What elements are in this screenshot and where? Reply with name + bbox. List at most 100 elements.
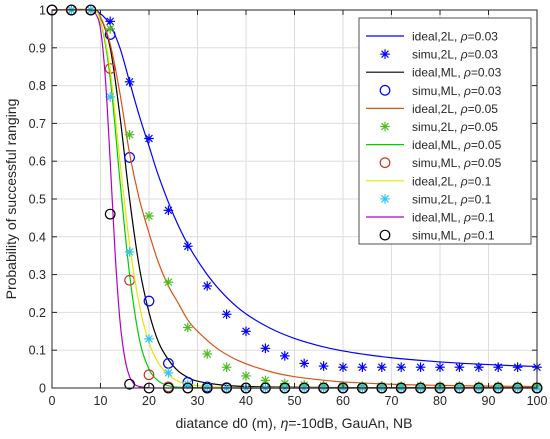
- y-tick-label: 0.5: [29, 193, 46, 207]
- legend-label: ideal,ML, ρ=0.03: [412, 66, 502, 80]
- legend-rho-equals: =: [471, 84, 478, 98]
- legend-label-text: ideal,ML,: [412, 211, 464, 225]
- legend-marker-swatch: [380, 121, 390, 132]
- x-tick-label: 10: [94, 394, 108, 408]
- data-point: [124, 378, 136, 390]
- legend-rho-value: 0.05: [475, 120, 499, 134]
- x-tick-label: 80: [433, 394, 447, 408]
- data-point: [124, 77, 135, 87]
- data-point: [202, 349, 212, 359]
- legend-item: simu,ML, ρ=0.03: [379, 84, 502, 98]
- legend-label-text: ideal,2L,: [412, 30, 461, 44]
- data-point: [144, 334, 154, 344]
- x-tick-label: 20: [142, 394, 156, 408]
- legend-rho-value: 0.03: [475, 30, 499, 44]
- legend-rho-value: 0.03: [478, 84, 502, 98]
- x-tick-labels: 0 10 20 30 40 50 60 70 80 90 100: [49, 394, 548, 408]
- legend-item: simu,2L, ρ=0.03: [380, 48, 498, 62]
- data-point: [183, 322, 193, 333]
- x-tick-label: 50: [288, 394, 302, 408]
- series-1: [51, 9, 538, 368]
- data-point: [124, 247, 135, 257]
- legend-label-text: simu,2L,: [412, 192, 461, 206]
- y-tick-label: 0.1: [29, 344, 46, 358]
- legend-rho-equals: =: [468, 30, 475, 44]
- x-tick-label: 70: [385, 394, 399, 408]
- data-point: [241, 326, 251, 337]
- legend-item: simu,2L, ρ=0.05: [380, 120, 498, 134]
- legend-rho-symbol: ρ: [463, 211, 471, 225]
- legend-rho-equals: =: [471, 211, 478, 225]
- series-line: [51, 8, 538, 388]
- data-point: [144, 211, 154, 221]
- legend-rho-symbol: ρ: [460, 102, 468, 116]
- legend-label: simu,ML, ρ=0.1: [412, 229, 495, 243]
- legend-rho-equals: =: [471, 156, 478, 170]
- legend-rho-equals: =: [468, 102, 475, 116]
- data-point: [435, 362, 445, 373]
- legend-label-text: simu,ML,: [412, 84, 464, 98]
- legend-rho-symbol: ρ: [463, 156, 471, 170]
- axis-ticks: [51, 9, 538, 389]
- legend-label-text: simu,2L,: [412, 120, 461, 134]
- legend-rho-value: 0.05: [478, 156, 502, 170]
- y-tick-labels: 0 0.1 0.2 0.3 0.4 0.5 0.6 0.7 0.8 0.9 1: [29, 4, 46, 396]
- legend-label: ideal,2L, ρ=0.05: [412, 102, 498, 116]
- data-point: [202, 281, 212, 291]
- data-point: [454, 362, 465, 373]
- legend-rho-value: 0.03: [478, 66, 502, 80]
- data-point: [163, 277, 174, 287]
- legend-rho-symbol: ρ: [460, 120, 468, 134]
- legend-item: simu,ML, ρ=0.05: [379, 156, 502, 170]
- legend-rho-equals: =: [471, 229, 478, 243]
- legend-marker-swatch: [380, 194, 390, 204]
- legend-item: ideal,ML, ρ=0.1: [366, 211, 495, 225]
- series-line: [51, 9, 538, 368]
- legend-item: ideal,2L, ρ=0.1: [366, 174, 492, 188]
- data-point: [338, 362, 348, 373]
- y-axis-label: Probability of successful ranging: [3, 99, 19, 300]
- data-point: [377, 362, 387, 373]
- legend-rho-value: 0.1: [475, 174, 492, 188]
- legend-marker-swatch: [380, 49, 390, 59]
- legend-rho-equals: =: [468, 48, 475, 62]
- legend-item: ideal,2L, ρ=0.03: [366, 30, 498, 44]
- legend-item: simu,ML, ρ=0.1: [379, 229, 495, 243]
- legend-label-text: simu,ML,: [412, 156, 464, 170]
- legend-rho-equals: =: [471, 66, 478, 80]
- legend-marker-swatch: [379, 84, 391, 96]
- y-tick-label: 1: [39, 4, 46, 18]
- x-tick-label: 60: [336, 394, 350, 408]
- data-point: [241, 371, 251, 381]
- legend-rho-symbol: ρ: [463, 138, 471, 152]
- legend-marker-swatch: [379, 157, 391, 169]
- data-point: [493, 362, 503, 373]
- data-point: [124, 129, 135, 140]
- legend-label-text: ideal,2L,: [412, 102, 461, 116]
- legend-label: ideal,ML, ρ=0.1: [412, 211, 495, 225]
- legend-rho-equals: =: [468, 120, 475, 134]
- legend-rho-value: 0.1: [478, 211, 495, 225]
- legend-label: simu,2L, ρ=0.05: [412, 120, 498, 134]
- legend-label: ideal,2L, ρ=0.03: [412, 30, 498, 44]
- x-tick-label: 90: [482, 394, 496, 408]
- legend-label-text: simu,2L,: [412, 48, 461, 62]
- legend-rho-symbol: ρ: [460, 48, 468, 62]
- legend-rho-value: 0.1: [475, 192, 492, 206]
- legend-item: ideal,2L, ρ=0.05: [366, 102, 498, 116]
- legend-label: simu,ML, ρ=0.03: [412, 84, 502, 98]
- legend-rho-symbol: ρ: [463, 66, 471, 80]
- legend-label: simu,2L, ρ=0.03: [412, 48, 498, 62]
- x-axis-label-suffix: =-10dB, GauAn, NB: [288, 415, 412, 431]
- legend-marker-swatch: [379, 229, 391, 241]
- legend-rho-value: 0.05: [478, 138, 502, 152]
- legend-item: ideal,ML, ρ=0.05: [366, 138, 502, 152]
- legend-label-text: simu,ML,: [412, 229, 464, 243]
- legend-box: [358, 17, 532, 245]
- x-axis-label-prefix: diatance d0 (m),: [176, 415, 281, 431]
- legend-label-text: ideal,2L,: [412, 174, 461, 188]
- y-tick-label: 0.7: [29, 117, 46, 131]
